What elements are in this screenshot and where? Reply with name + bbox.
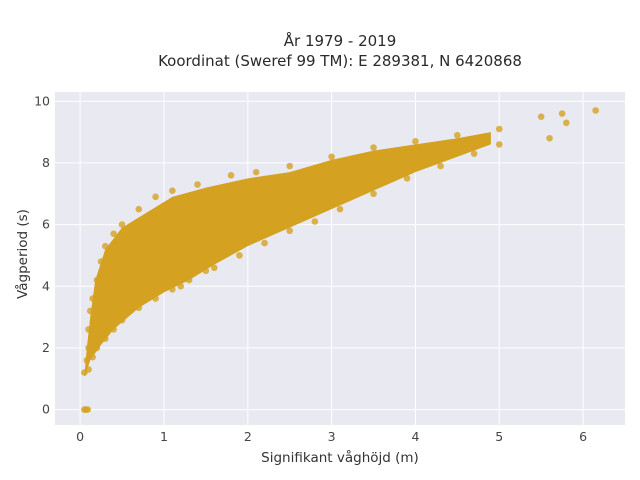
data-point [135,205,143,213]
data-point [118,221,126,228]
data-point [261,239,268,247]
y-tick-label: 4 [42,278,50,293]
data-point [110,230,117,238]
data-point [93,344,101,352]
data-point [336,205,344,213]
data-point [84,406,91,413]
data-point [185,276,193,284]
data-point [470,150,478,157]
data-point [135,304,143,312]
x-tick-label: 1 [160,429,168,444]
data-point [160,215,168,222]
data-point [89,295,97,302]
data-point [227,171,235,179]
data-point [169,286,176,293]
data-point [495,125,503,133]
data-point [202,267,210,275]
chart-title-line1: År 1979 - 2019 [284,31,397,50]
x-tick-label: 3 [328,429,336,444]
data-point [152,295,159,302]
data-points [81,107,599,413]
data-point [286,162,294,170]
y-axis-title: Vågperiod (s) [14,209,31,299]
data-point [454,131,461,139]
x-tick-label: 5 [495,429,503,444]
data-point [370,144,377,151]
data-point [152,193,159,201]
data-point [101,242,109,250]
data-point [85,326,92,333]
x-tick-label: 6 [579,429,587,444]
data-point [395,159,402,167]
data-point [495,141,503,148]
data-point [89,353,97,361]
data-point [118,267,126,275]
data-point [558,110,566,117]
data-point [177,282,185,290]
data-point [185,202,193,210]
chart-title-line2: Koordinat (Sweref 99 TM): E 289381, N 64… [158,52,522,70]
x-tick-label: 4 [411,429,419,444]
x-axis-ticks: 0 1 2 3 4 5 6 [76,429,587,444]
y-tick-label: 10 [34,93,50,108]
data-point [194,181,201,188]
data-point [252,168,260,176]
data-point [83,356,91,364]
data-point [311,218,319,225]
data-point [169,187,176,194]
y-tick-label: 6 [42,217,50,232]
y-axis-ticks: 0 2 4 6 8 10 [34,93,50,416]
data-point [370,190,377,198]
data-point [479,138,486,145]
data-point [101,335,109,342]
data-point [210,264,218,272]
data-point [412,138,419,145]
y-tick-label: 8 [42,155,50,170]
dense-point-cloud [84,132,491,376]
data-point [437,162,444,170]
y-tick-label: 2 [42,340,50,355]
data-point [546,134,553,142]
data-point [97,258,105,265]
data-point [110,326,117,333]
data-point [101,298,109,305]
y-tick-label: 0 [42,402,50,417]
data-point [563,119,570,127]
data-point [86,307,94,315]
data-point [93,276,101,284]
data-point [286,227,294,235]
data-point [244,190,252,198]
x-tick-label: 0 [76,429,84,444]
data-point [85,366,92,373]
data-point [537,113,545,120]
data-point [328,153,335,161]
x-axis-title: Signifikant våghöjd (m) [261,449,419,466]
data-point [143,236,151,244]
data-point [428,150,436,157]
x-tick-label: 2 [244,429,252,444]
data-point [592,107,599,114]
data-point [353,165,361,173]
data-point [294,181,302,188]
data-point [118,316,126,324]
data-point [403,175,411,182]
data-point [202,258,210,265]
data-point [85,344,92,352]
data-point [236,252,243,259]
